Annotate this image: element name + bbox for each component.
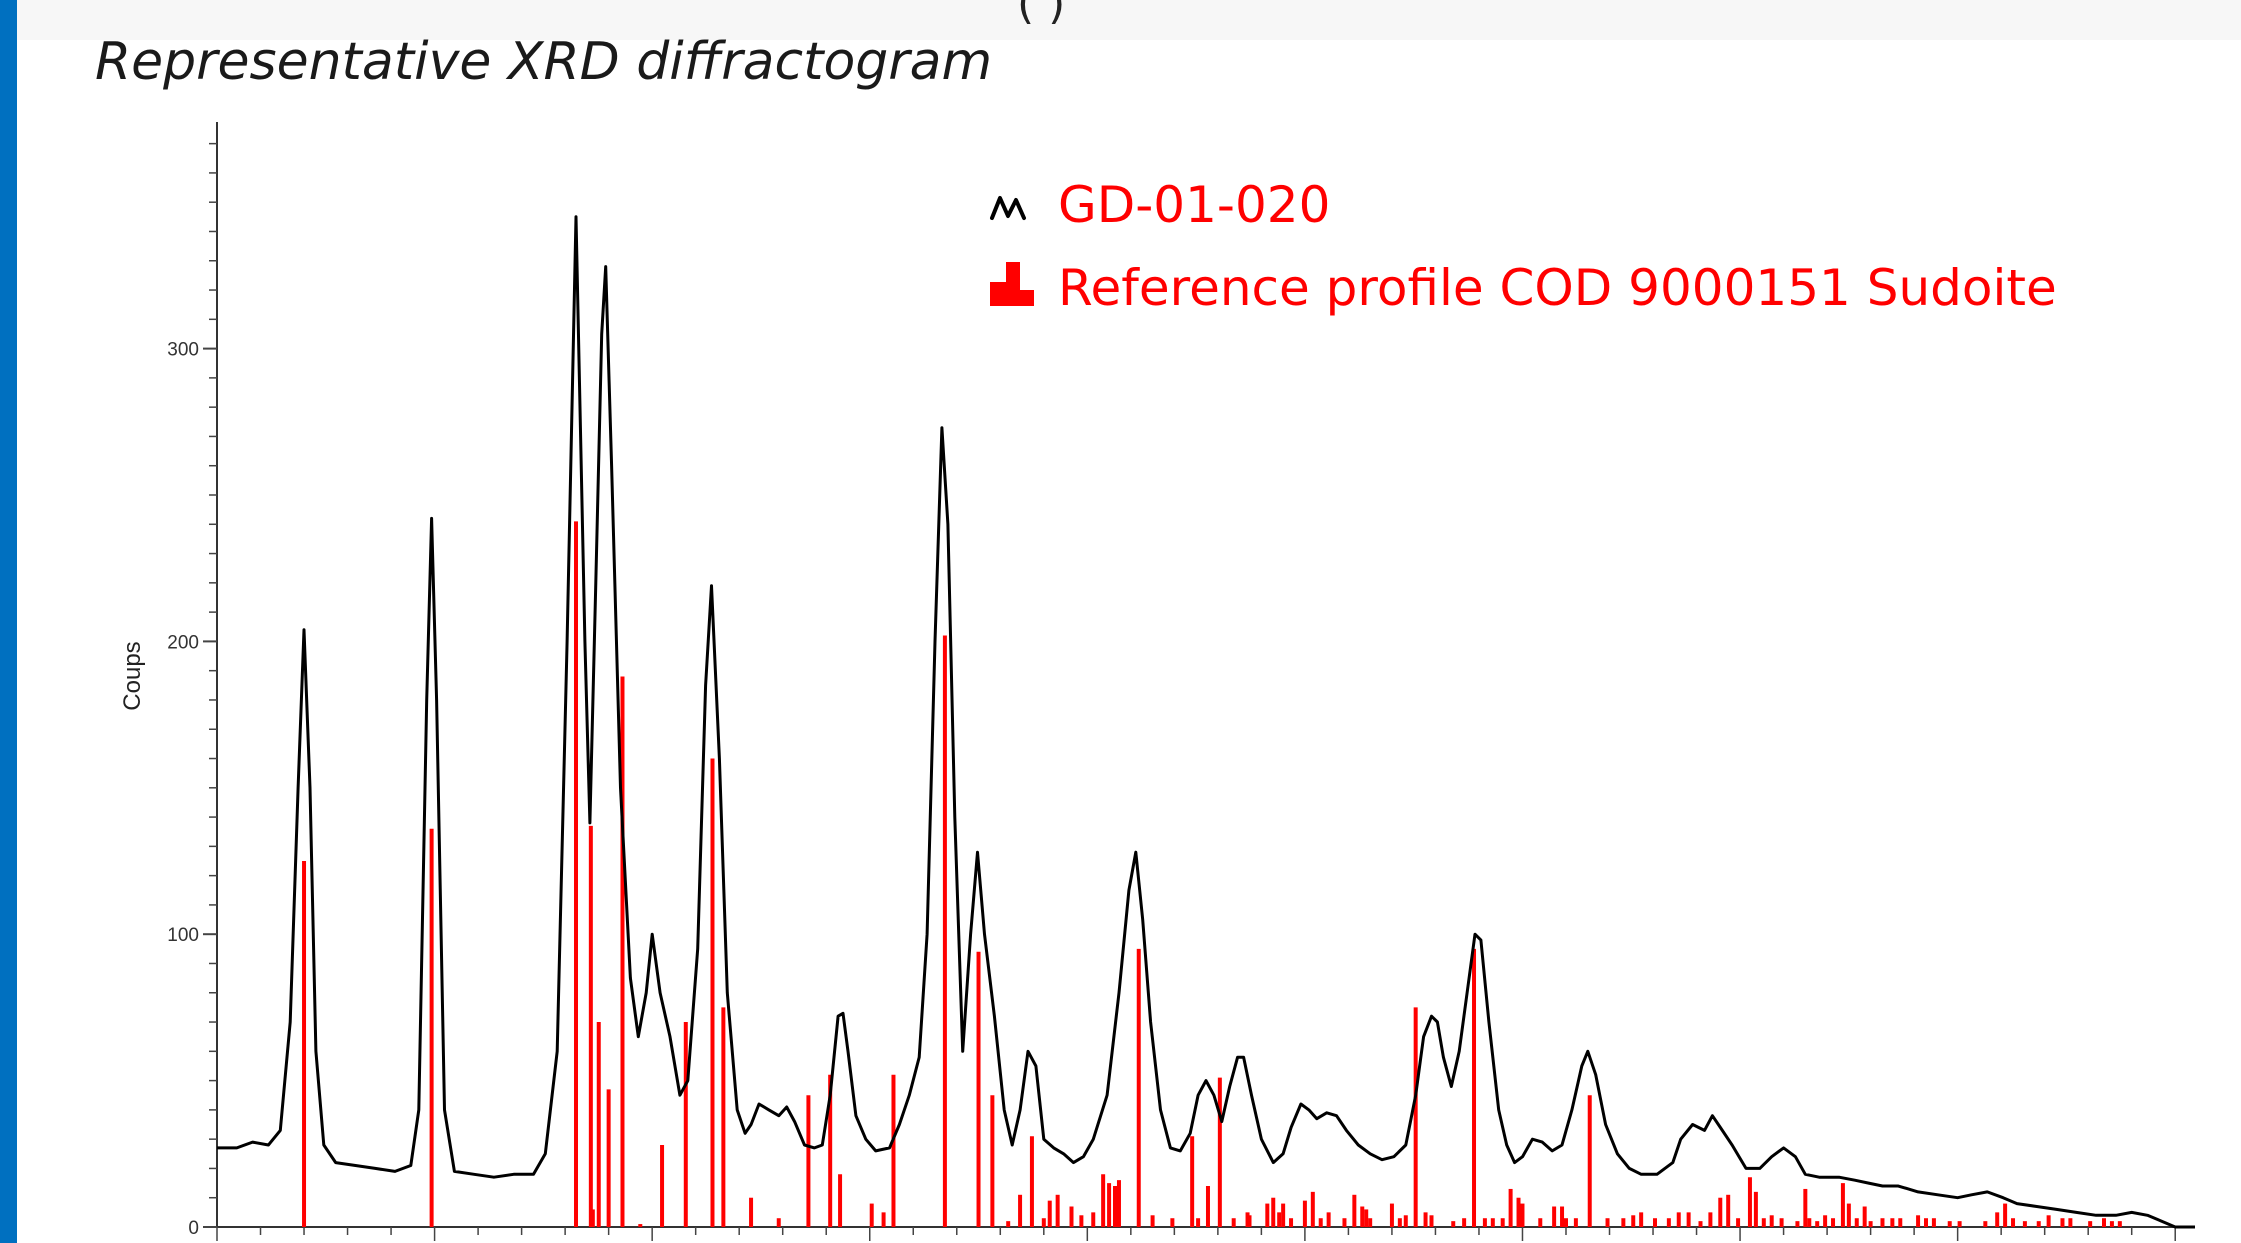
legend-trace-icon [990, 196, 1026, 220]
trace-layer [217, 215, 2195, 1229]
y-axis-label: Coups [119, 641, 146, 710]
legend-reference-icon [990, 262, 1034, 306]
header-strip: ( ) [17, 0, 2241, 40]
accent-bar [0, 0, 17, 1243]
y-tick-label: 200 [167, 632, 199, 653]
header-partial-text: ( ) [1017, 0, 1066, 29]
y-tick-label: 300 [167, 340, 199, 361]
reference-sticks-layer [302, 521, 2122, 1227]
legend-series-reference-profile: Reference profile COD 9000151 Sudoite [1058, 259, 2057, 317]
slide-title: Representative XRD diffractogram [95, 32, 993, 92]
y-tick-label: 100 [167, 925, 199, 946]
series-line-gd-01-020 [217, 215, 2195, 1229]
y-tick-label: 0 [188, 1218, 199, 1239]
legend: GD-01-020 Reference profile COD 9000151 … [990, 176, 2057, 317]
legend-series-gd-01-020: GD-01-020 [1058, 176, 1330, 234]
